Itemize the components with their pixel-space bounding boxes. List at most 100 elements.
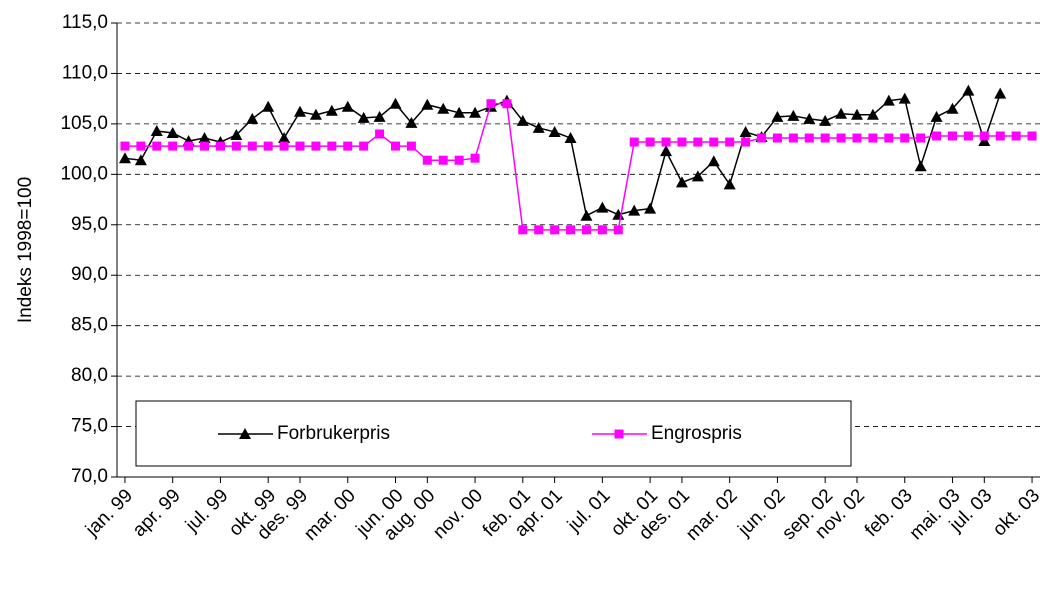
marker xyxy=(979,131,989,141)
marker xyxy=(200,141,210,151)
marker xyxy=(469,106,482,118)
marker xyxy=(341,100,354,112)
marker xyxy=(438,155,448,165)
marker xyxy=(198,132,211,144)
marker xyxy=(741,137,751,147)
y-tick-label: 80,0 xyxy=(71,365,108,386)
marker xyxy=(295,141,305,151)
y-tick-label: 85,0 xyxy=(71,315,108,336)
marker xyxy=(184,141,194,151)
marker xyxy=(916,133,926,143)
y-tick-label: 105,0 xyxy=(60,113,108,134)
y-tick-label: 95,0 xyxy=(71,214,108,235)
marker xyxy=(963,131,973,141)
marker xyxy=(946,102,959,114)
x-tick-label: mar. 02 xyxy=(682,485,742,545)
legend-label: Engrospris xyxy=(651,423,742,444)
marker xyxy=(661,137,671,147)
marker xyxy=(152,141,162,151)
marker xyxy=(978,135,991,147)
marker xyxy=(866,108,879,120)
legend-box xyxy=(135,400,852,467)
marker xyxy=(930,110,943,122)
marker xyxy=(502,99,512,109)
marker xyxy=(597,225,607,235)
marker xyxy=(803,112,816,124)
marker xyxy=(675,176,688,188)
marker xyxy=(852,133,862,143)
y-tick-label: 75,0 xyxy=(71,416,108,437)
marker xyxy=(914,160,927,172)
marker xyxy=(788,133,798,143)
marker xyxy=(709,137,719,147)
marker xyxy=(548,125,561,137)
x-tick-label: okt. 03 xyxy=(989,485,1044,540)
marker xyxy=(136,141,146,151)
marker xyxy=(644,202,657,214)
marker xyxy=(884,133,894,143)
marker xyxy=(564,132,577,144)
marker xyxy=(437,102,450,114)
marker xyxy=(406,141,416,151)
marker xyxy=(343,141,353,151)
marker xyxy=(532,121,545,133)
series xyxy=(120,99,1037,235)
x-tick-label: nov. 00 xyxy=(429,485,487,543)
marker xyxy=(421,98,434,110)
marker xyxy=(325,104,338,116)
marker xyxy=(405,116,418,128)
marker xyxy=(868,133,878,143)
legend-label: Forbrukerpris xyxy=(277,423,390,444)
marker xyxy=(134,154,147,166)
marker xyxy=(375,129,385,139)
x-tick-label: mar. 00 xyxy=(300,485,360,545)
marker xyxy=(215,141,225,151)
marker xyxy=(995,131,1005,141)
marker xyxy=(835,107,848,119)
marker xyxy=(850,108,863,120)
marker xyxy=(294,105,307,117)
marker xyxy=(118,152,131,164)
marker xyxy=(518,225,528,235)
marker xyxy=(453,106,466,118)
marker xyxy=(357,111,370,123)
marker xyxy=(486,99,496,109)
marker xyxy=(628,204,641,216)
marker xyxy=(691,170,704,182)
marker xyxy=(693,137,703,147)
marker xyxy=(757,133,767,143)
marker xyxy=(470,153,480,163)
marker xyxy=(550,225,560,235)
marker xyxy=(787,109,800,121)
legend-marker xyxy=(239,428,251,439)
marker xyxy=(422,155,432,165)
marker xyxy=(819,114,832,126)
marker xyxy=(230,128,243,140)
marker xyxy=(311,141,321,151)
y-tick-label: 110,0 xyxy=(62,62,108,83)
legend-marker xyxy=(614,429,624,439)
y-tick-label: 70,0 xyxy=(71,466,108,487)
marker xyxy=(596,201,609,213)
marker xyxy=(168,141,178,151)
line xyxy=(124,102,1033,231)
marker xyxy=(247,141,257,151)
y-tick-label: 100,0 xyxy=(60,163,108,184)
marker xyxy=(771,110,784,122)
marker xyxy=(898,92,911,104)
marker xyxy=(327,141,337,151)
marker xyxy=(677,137,687,147)
marker xyxy=(231,141,241,151)
marker xyxy=(150,124,163,136)
marker xyxy=(772,133,782,143)
marker xyxy=(836,133,846,143)
marker xyxy=(262,100,275,112)
marker xyxy=(309,108,322,120)
y-axis-label: Indeks 1998=100 xyxy=(15,177,36,323)
y-tick-label: 90,0 xyxy=(71,264,108,285)
marker xyxy=(932,131,942,141)
marker xyxy=(566,225,576,235)
marker xyxy=(804,133,814,143)
marker xyxy=(723,178,736,190)
